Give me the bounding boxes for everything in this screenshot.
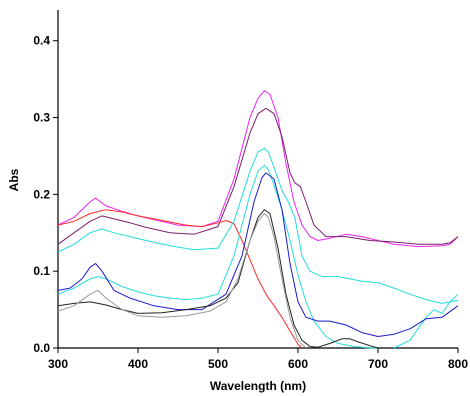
series-line-4 [57,147,459,304]
x-tick-label: 500 [208,357,228,371]
x-tick-label: 300 [48,357,68,371]
series-line-8 [57,209,379,349]
x-axis-title: Wavelength (nm) [210,379,306,393]
y-tick-label: 0.1 [33,264,50,278]
axes [57,10,458,349]
series-line-9 [57,213,307,349]
y-tick-label: 0.3 [33,111,50,125]
ticks: 300 400 500 600 700 800 0.0 0.1 0.2 0.3 0.4 [33,34,468,371]
y-tick-label: 0.2 [33,187,50,201]
series-layer [57,90,459,349]
y-tick-label: 0.4 [33,34,50,48]
y-axis-title: Abs [7,168,21,191]
series-line-7 [57,172,459,337]
x-tick-label: 700 [368,357,388,371]
x-tick-label: 600 [288,357,308,371]
series-line-2 [57,107,459,245]
series-line-5 [57,164,378,349]
y-tick-label: 0.0 [33,341,50,355]
series-line-3 [57,209,303,349]
series-line-6 [393,293,459,349]
x-tick-label: 400 [128,357,148,371]
x-tick-label: 800 [448,357,468,371]
